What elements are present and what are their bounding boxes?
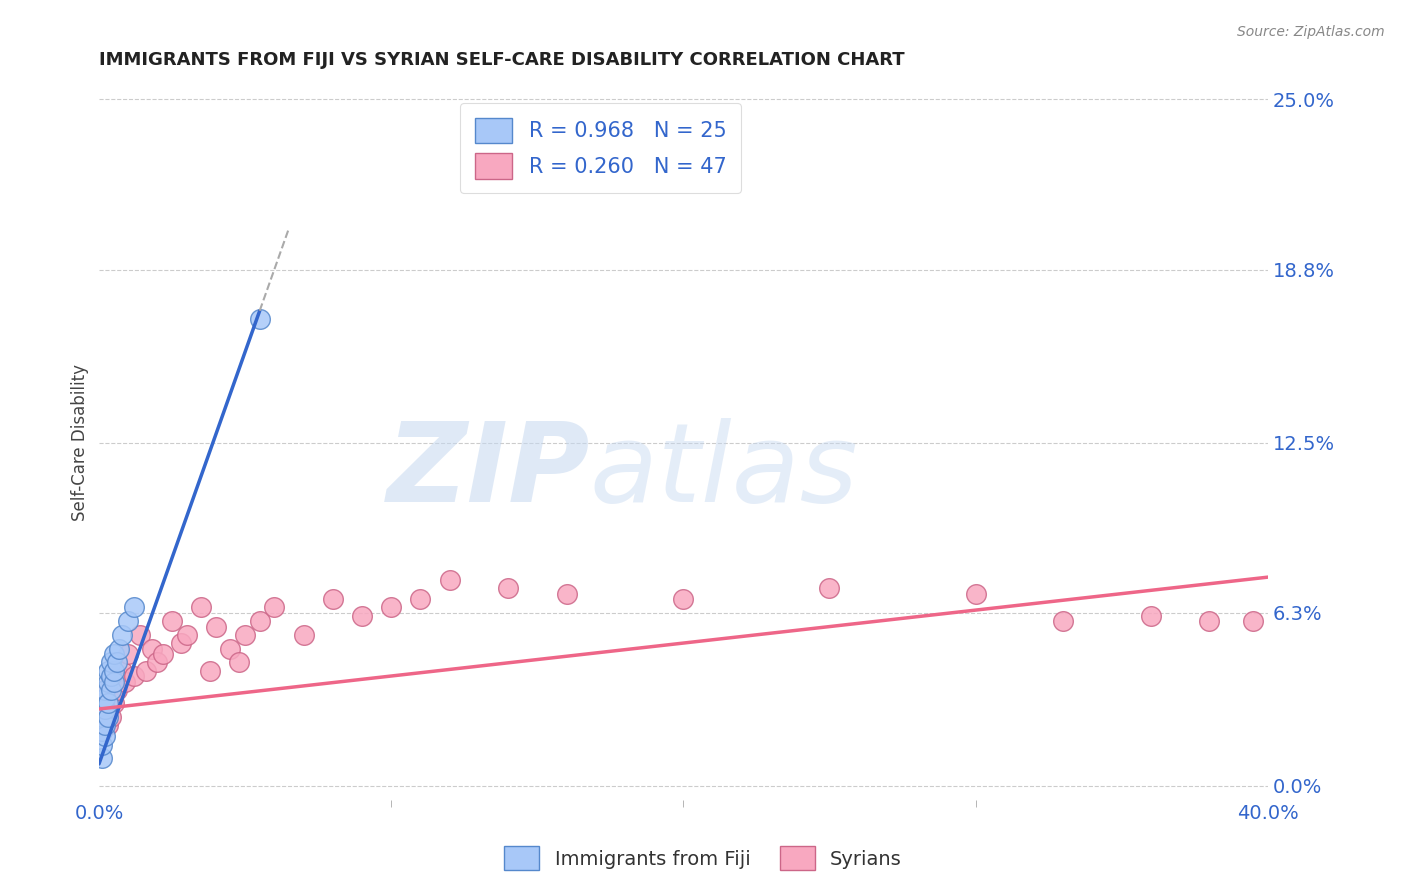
Point: [90, 723, 112, 738]
Point: [263, 600, 285, 615]
Point: [205, 619, 228, 633]
Point: [818, 581, 841, 595]
Point: [97, 710, 120, 724]
Point: [122, 669, 145, 683]
Text: Source: ZipAtlas.com: Source: ZipAtlas.com: [1237, 25, 1385, 39]
Point: [129, 628, 152, 642]
Point: [146, 655, 169, 669]
Point: [100, 655, 122, 669]
Point: [249, 312, 271, 326]
Point: [90, 710, 112, 724]
Point: [103, 669, 125, 683]
Point: [152, 647, 174, 661]
Point: [94, 730, 117, 744]
Point: [103, 664, 125, 678]
Point: [228, 655, 250, 669]
Text: IMMIGRANTS FROM FIJI VS SYRIAN SELF-CARE DISABILITY CORRELATION CHART: IMMIGRANTS FROM FIJI VS SYRIAN SELF-CARE…: [98, 51, 904, 69]
Point: [117, 614, 139, 628]
Point: [380, 600, 402, 615]
Point: [90, 710, 112, 724]
Point: [103, 647, 125, 661]
Point: [176, 628, 198, 642]
Point: [111, 664, 134, 678]
Point: [90, 751, 112, 765]
Point: [409, 592, 432, 607]
Point: [1198, 614, 1220, 628]
Y-axis label: Self-Care Disability: Self-Care Disability: [72, 364, 89, 521]
Point: [233, 628, 256, 642]
Legend: Immigrants from Fiji, Syrians: Immigrants from Fiji, Syrians: [496, 838, 910, 878]
Point: [111, 628, 134, 642]
Point: [94, 691, 117, 706]
Point: [219, 641, 242, 656]
Point: [103, 697, 125, 711]
Point: [114, 674, 136, 689]
Point: [350, 608, 373, 623]
Point: [108, 641, 131, 656]
Point: [100, 710, 122, 724]
Point: [439, 573, 461, 587]
Point: [141, 641, 163, 656]
Text: atlas: atlas: [591, 417, 859, 524]
Point: [170, 636, 193, 650]
Point: [292, 628, 315, 642]
Point: [198, 664, 221, 678]
Point: [94, 702, 117, 716]
Point: [190, 600, 212, 615]
Point: [1140, 608, 1163, 623]
Point: [249, 614, 271, 628]
Point: [1241, 614, 1264, 628]
Text: ZIP: ZIP: [387, 417, 591, 524]
Point: [97, 697, 120, 711]
Point: [965, 587, 987, 601]
Point: [97, 718, 120, 732]
Point: [322, 592, 344, 607]
Point: [117, 647, 139, 661]
Point: [555, 587, 578, 601]
Point: [122, 600, 145, 615]
Point: [94, 718, 117, 732]
Point: [672, 592, 695, 607]
Point: [105, 682, 128, 697]
Legend: R = 0.968   N = 25, R = 0.260   N = 47: R = 0.968 N = 25, R = 0.260 N = 47: [460, 103, 741, 194]
Point: [97, 674, 120, 689]
Point: [108, 669, 131, 683]
Point: [103, 674, 125, 689]
Point: [496, 581, 519, 595]
Point: [94, 682, 117, 697]
Point: [97, 664, 120, 678]
Point: [100, 674, 122, 689]
Point: [94, 702, 117, 716]
Point: [90, 738, 112, 752]
Point: [94, 682, 117, 697]
Point: [90, 723, 112, 738]
Point: [100, 682, 122, 697]
Point: [100, 669, 122, 683]
Point: [1052, 614, 1074, 628]
Point: [97, 697, 120, 711]
Point: [160, 614, 183, 628]
Point: [105, 655, 128, 669]
Point: [135, 664, 157, 678]
